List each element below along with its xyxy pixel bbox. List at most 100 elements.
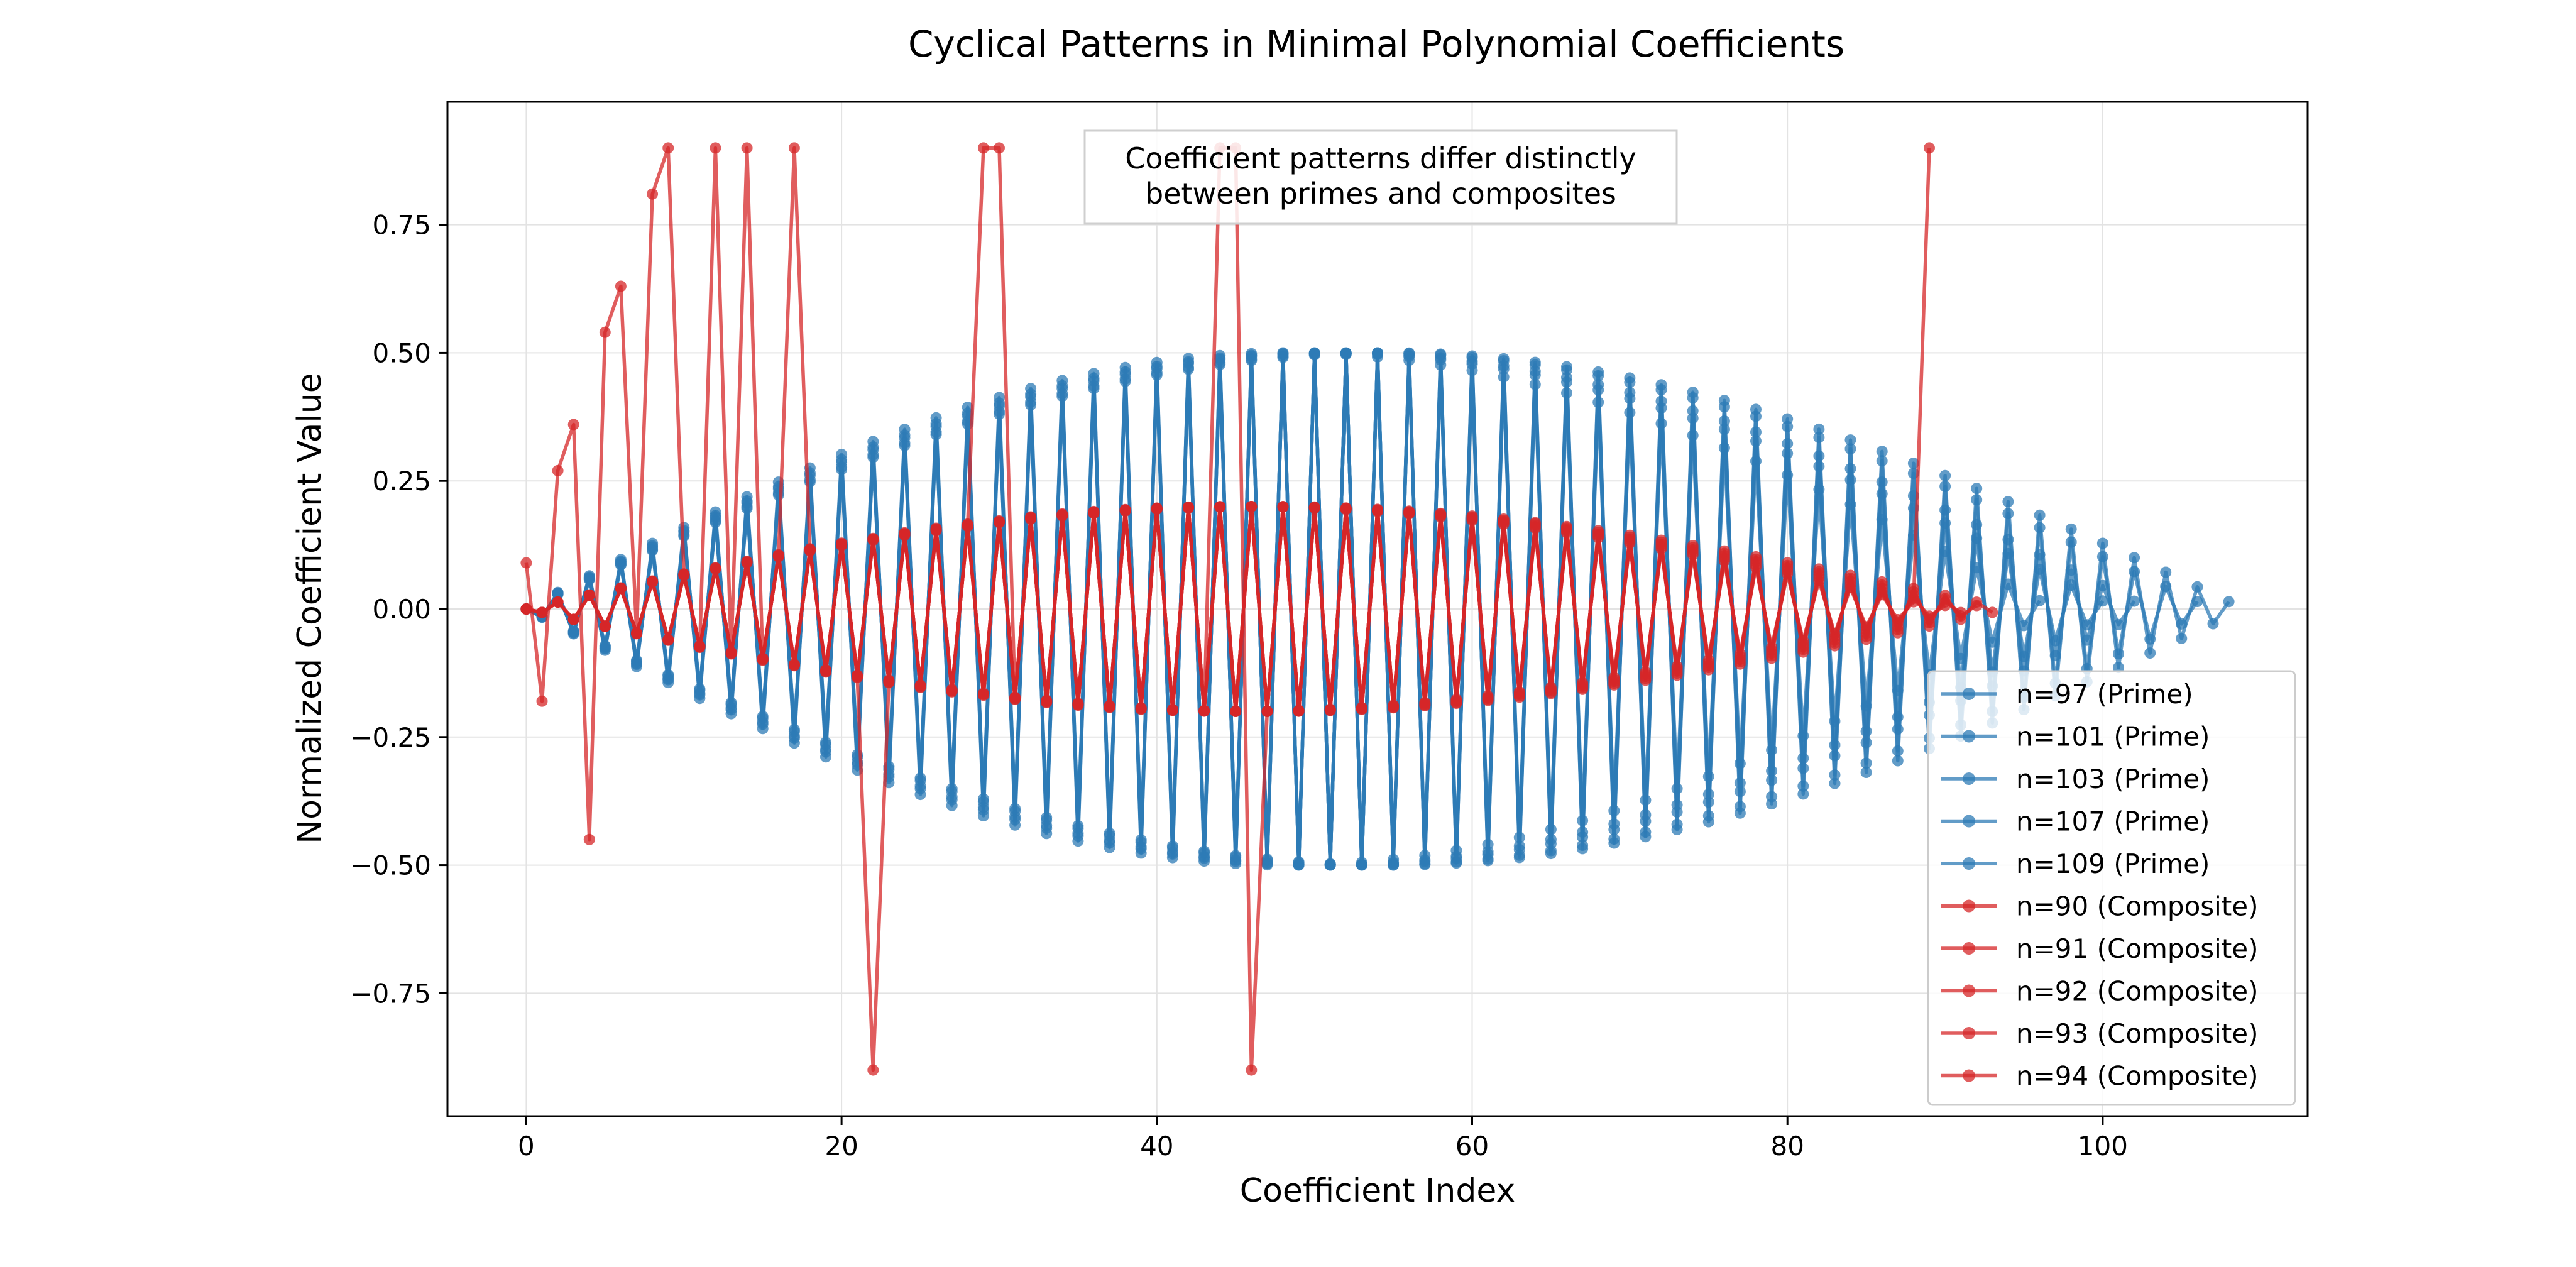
data-point bbox=[1183, 502, 1194, 514]
data-point bbox=[1608, 837, 1620, 849]
data-point bbox=[994, 142, 1005, 154]
legend-label: n=91 (Composite) bbox=[2016, 933, 2259, 964]
data-point bbox=[1388, 702, 1400, 714]
data-point bbox=[1151, 369, 1163, 381]
data-point bbox=[1592, 525, 1604, 537]
series-line bbox=[525, 505, 1993, 713]
data-point bbox=[994, 517, 1005, 529]
data-point bbox=[2176, 632, 2188, 644]
data-point bbox=[1797, 646, 1809, 658]
x-axis-label: Coefficient Index bbox=[1240, 1172, 1515, 1210]
y-tick-label: −0.75 bbox=[350, 978, 431, 1009]
data-point bbox=[552, 464, 564, 476]
data-point bbox=[1513, 691, 1525, 703]
data-point bbox=[930, 525, 942, 537]
legend-swatch-marker bbox=[1963, 688, 1975, 700]
data-point bbox=[1608, 679, 1620, 691]
data-point bbox=[647, 576, 659, 588]
x-tick-label: 0 bbox=[518, 1131, 535, 1161]
data-point bbox=[1214, 358, 1226, 370]
data-point bbox=[1750, 551, 1762, 562]
y-tick-label: 0.25 bbox=[372, 466, 431, 496]
data-point bbox=[694, 683, 706, 695]
data-point bbox=[1624, 529, 1636, 541]
data-point bbox=[1892, 755, 1904, 767]
data-point bbox=[1119, 375, 1131, 387]
data-point bbox=[741, 142, 753, 154]
data-point bbox=[1640, 831, 1652, 843]
y-tick-label: −0.25 bbox=[350, 722, 431, 753]
data-point bbox=[1876, 446, 1888, 458]
chart-title: Cyclical Patterns in Minimal Polynomial … bbox=[908, 23, 1844, 65]
data-point bbox=[1435, 507, 1447, 519]
data-point bbox=[1277, 501, 1289, 513]
data-point bbox=[1041, 694, 1053, 706]
legend-label: n=90 (Composite) bbox=[2016, 891, 2259, 922]
data-point bbox=[1356, 703, 1367, 715]
data-point bbox=[1261, 706, 1273, 717]
data-point bbox=[1640, 674, 1652, 686]
data-point bbox=[1545, 848, 1557, 860]
data-point bbox=[1482, 855, 1494, 867]
data-point bbox=[1088, 383, 1100, 394]
data-point bbox=[757, 710, 769, 722]
data-point bbox=[1025, 513, 1037, 525]
data-point bbox=[1971, 596, 1983, 608]
data-point bbox=[1104, 827, 1115, 839]
data-point bbox=[962, 520, 973, 532]
data-point bbox=[1104, 700, 1115, 711]
data-point bbox=[1403, 347, 1415, 359]
data-point bbox=[1009, 691, 1021, 703]
data-point bbox=[2034, 509, 2046, 521]
data-point bbox=[1907, 583, 1919, 595]
data-point bbox=[1372, 347, 1383, 359]
data-point bbox=[710, 563, 721, 575]
data-point bbox=[1056, 510, 1068, 522]
data-point bbox=[1119, 505, 1131, 517]
data-point bbox=[552, 596, 564, 608]
data-point bbox=[1198, 705, 1210, 716]
data-point bbox=[583, 833, 595, 845]
data-point bbox=[1435, 348, 1447, 360]
data-point bbox=[615, 280, 627, 292]
data-point bbox=[694, 640, 706, 652]
data-point bbox=[1782, 557, 1794, 569]
data-point bbox=[836, 463, 848, 475]
data-point bbox=[1135, 702, 1147, 714]
data-point bbox=[2129, 595, 2140, 607]
data-point bbox=[977, 688, 989, 699]
data-point bbox=[977, 142, 989, 154]
data-point bbox=[741, 503, 753, 514]
data-point bbox=[1924, 620, 1935, 632]
data-point bbox=[2129, 552, 2140, 564]
legend-swatch-marker bbox=[1963, 772, 1975, 785]
data-point bbox=[1561, 520, 1572, 532]
data-point bbox=[741, 557, 753, 569]
legend-label: n=97 (Prime) bbox=[2016, 679, 2193, 710]
data-point bbox=[1482, 694, 1494, 706]
data-point bbox=[757, 652, 769, 664]
data-point bbox=[1687, 540, 1699, 551]
data-point bbox=[788, 142, 800, 154]
data-point bbox=[1135, 834, 1147, 846]
legend-label: n=94 (Composite) bbox=[2016, 1061, 2259, 1092]
data-point bbox=[536, 695, 548, 707]
data-point bbox=[1939, 469, 1951, 481]
data-point bbox=[567, 625, 579, 637]
data-point bbox=[2002, 496, 2014, 508]
y-tick-label: 0.50 bbox=[372, 337, 431, 368]
data-point bbox=[1324, 705, 1336, 716]
x-tick-label: 80 bbox=[1770, 1131, 1804, 1161]
data-point bbox=[1372, 503, 1383, 515]
data-point bbox=[1734, 658, 1746, 670]
legend-entry: n=91 (Composite) bbox=[1941, 933, 2259, 964]
data-point bbox=[1860, 634, 1872, 645]
data-point bbox=[1072, 698, 1084, 710]
data-point bbox=[2065, 523, 2077, 535]
data-point bbox=[914, 679, 926, 691]
data-point bbox=[2034, 595, 2046, 606]
legend-swatch-marker bbox=[1963, 857, 1975, 870]
data-point bbox=[1293, 856, 1305, 868]
data-point bbox=[583, 590, 595, 601]
data-point bbox=[1009, 803, 1021, 814]
